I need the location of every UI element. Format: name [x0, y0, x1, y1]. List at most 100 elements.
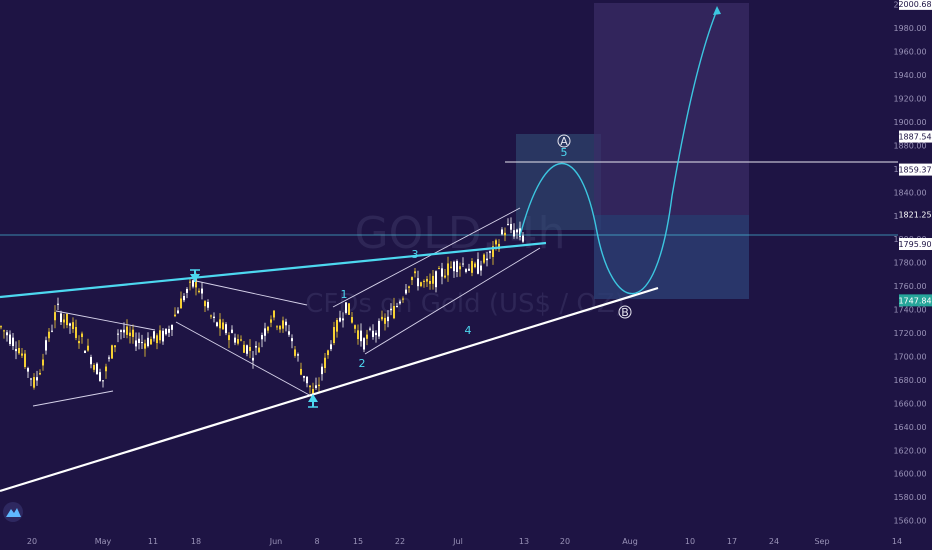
target-zone-box [516, 134, 601, 230]
candle-body [495, 240, 497, 245]
candle-body [318, 384, 320, 387]
candle-body [441, 268, 443, 277]
x-tick-label: May [95, 537, 112, 546]
candle-body [282, 320, 284, 329]
candle-body [336, 320, 338, 332]
candle-body [294, 349, 296, 356]
candle-body [423, 280, 425, 282]
candle-body [87, 345, 89, 351]
candle-body [225, 324, 227, 334]
candle-body [132, 329, 134, 337]
support-trendline [0, 286, 659, 493]
price-label: 1887.54 [898, 133, 931, 142]
candle-body [480, 265, 482, 271]
candle-body [489, 251, 491, 253]
candle-body [273, 310, 275, 318]
candle-body [276, 326, 278, 328]
candle-body [120, 330, 122, 332]
candle-body [75, 327, 77, 338]
candle-body [39, 372, 41, 375]
candle-body [3, 330, 5, 332]
y-tick-label: 1840.00 [893, 188, 926, 197]
candle-body [21, 353, 23, 356]
candle-body [93, 365, 95, 370]
wave-label-3: 3 [412, 248, 419, 261]
candle-body [270, 319, 272, 323]
tradingview-logo-icon[interactable] [3, 502, 23, 522]
candle-body [258, 347, 260, 353]
candle-body [135, 340, 137, 347]
candle-body [156, 335, 158, 344]
x-tick-label: Aug [622, 537, 638, 546]
y-tick-label: 1740.00 [893, 306, 926, 315]
candle-body [402, 298, 404, 300]
candle-body [99, 372, 101, 381]
candle-body [54, 312, 56, 321]
projection-box-lower [594, 215, 749, 299]
candle-body [483, 254, 485, 263]
x-tick-label: 24 [769, 537, 779, 546]
wave-label-b: B [621, 306, 629, 319]
candle-body [168, 328, 170, 333]
x-tick-label: 15 [353, 537, 363, 546]
candle-body [60, 313, 62, 323]
candle-body [381, 316, 383, 320]
candle-body [252, 357, 254, 361]
time-axis[interactable]: 20 May 11 18 Jun 8 15 22 Jul 13 20 Aug 10 17 24 Sep 14 [27, 537, 902, 546]
candle-body [114, 345, 116, 348]
candle-body [24, 353, 26, 368]
candle-body [129, 332, 131, 336]
candle-body [81, 333, 83, 337]
y-tick-label: 1680.00 [893, 376, 926, 385]
candle-body [27, 368, 29, 372]
candle-body [147, 337, 149, 347]
candle-body [9, 334, 11, 345]
pivot-arrow-bottom [308, 394, 318, 408]
price-axis[interactable]: 1560.00 1580.00 1600.00 1620.00 1640.00 1660.… [893, 1, 926, 526]
candle-body [513, 230, 515, 237]
candle-body [66, 313, 68, 326]
x-tick-label: 10 [685, 537, 695, 546]
price-label: 1795.90 [898, 240, 931, 249]
candle-body [45, 340, 47, 351]
candle-body [504, 232, 506, 236]
candle-body [321, 366, 323, 375]
candle-body [57, 303, 59, 305]
candle-body [474, 263, 476, 268]
candle-body [219, 319, 221, 329]
candle-body [390, 308, 392, 311]
candle-body [48, 331, 50, 339]
y-tick-label: 1640.00 [893, 423, 926, 432]
projection-curve [519, 9, 718, 295]
y-tick-label: 1960.00 [893, 48, 926, 57]
price-label: 1821.25 [898, 210, 931, 219]
candle-body [459, 266, 461, 270]
candle-body [63, 319, 65, 323]
candle-body [462, 263, 464, 265]
candle-body [264, 328, 266, 336]
x-tick-label: 8 [314, 537, 319, 546]
price-label-bg [899, 208, 932, 221]
candlestick-series [0, 217, 524, 395]
candle-body [486, 258, 488, 261]
candle-body [354, 325, 356, 329]
candle-body [171, 324, 173, 330]
wave-channel-lines [32, 207, 541, 407]
y-tick-label: 1620.00 [893, 446, 926, 455]
candle-body [345, 302, 347, 313]
candle-body [348, 303, 350, 315]
upper-trendline [0, 241, 547, 299]
candle-body [453, 261, 455, 272]
candle-body [180, 298, 182, 309]
candle-body [231, 329, 233, 333]
wave-circle-a [557, 134, 571, 148]
candle-body [303, 375, 305, 378]
price-labels: 2000.68 1887.54 1859.37 1821.25 1795.90 1747.… [898, 0, 932, 307]
candle-body [519, 228, 521, 237]
candle-body [126, 326, 128, 335]
candle-body [285, 321, 287, 326]
candle-body [507, 223, 509, 225]
candle-body [30, 378, 32, 380]
candle-body [201, 288, 203, 294]
